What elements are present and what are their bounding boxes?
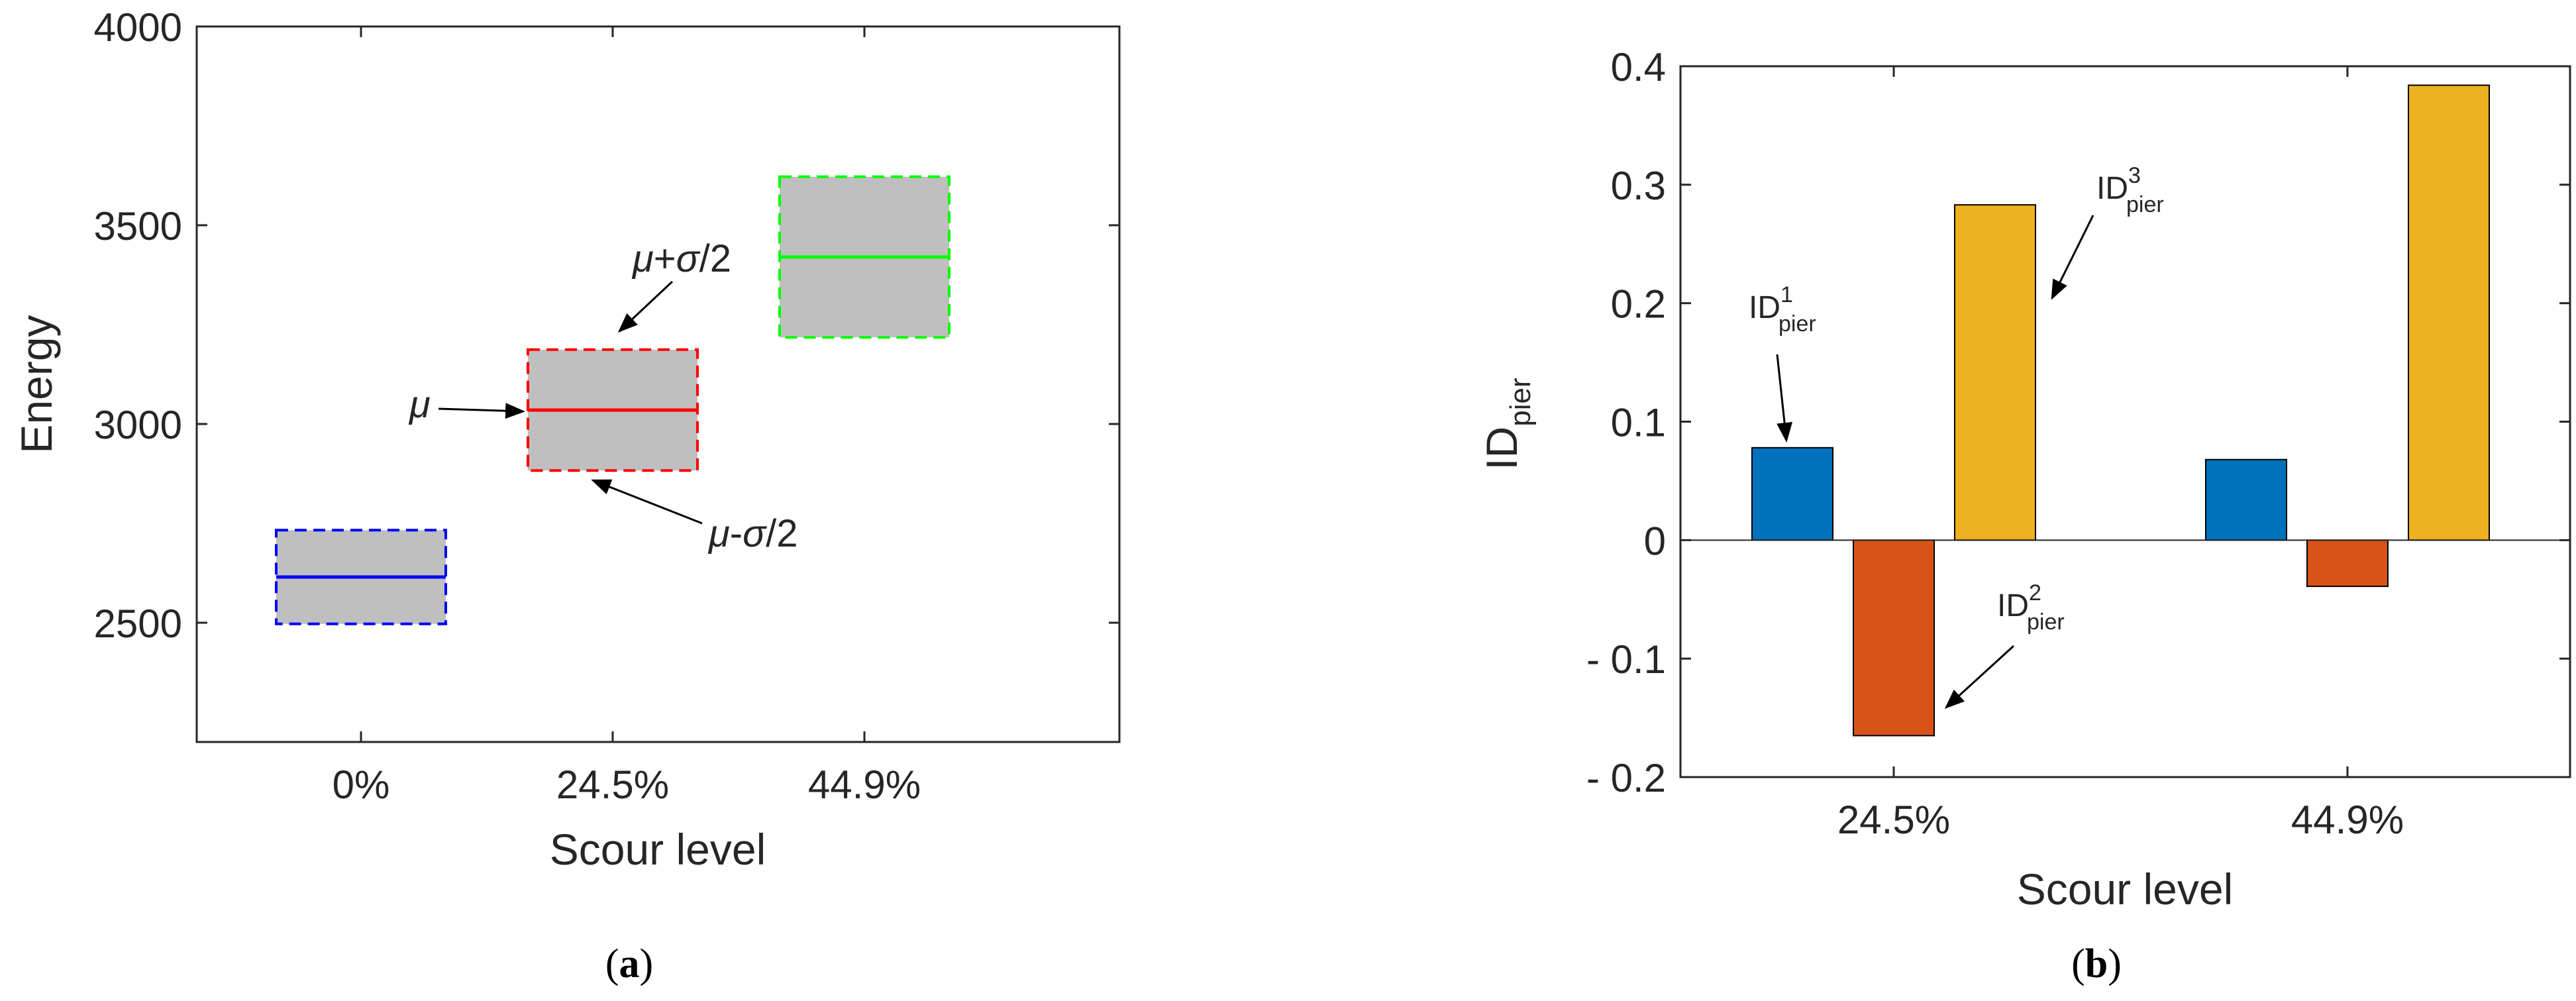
annotation-series-2-sup: 2	[2029, 580, 2041, 606]
annotation-series-2-arrow	[1944, 645, 2015, 710]
annotation-mean: μ	[408, 383, 525, 426]
annotation-series-3-arrow	[2051, 215, 2094, 300]
chart-a-xtick-label: 0%	[333, 763, 390, 807]
chart-a-y-axis: 2500 3000 3500 4000	[94, 5, 1119, 646]
annotation-series-3-sub: pier	[2126, 192, 2164, 217]
annotation-series-1-main: ID	[1749, 290, 1780, 325]
annotation-series-1-sup: 1	[1780, 282, 1793, 307]
bar-series-2-2	[2306, 539, 2389, 588]
chart-b-x-axis: 24.5% 44.9%	[1837, 66, 2404, 842]
annotation-upper-op: +	[654, 237, 676, 280]
chart-b-y-axis-label-main: ID	[1477, 427, 1526, 470]
chart-b-ytick-label: 0	[1644, 519, 1666, 563]
annotation-lower: μ-σ/2	[591, 479, 798, 555]
chart-a-boxes	[275, 175, 951, 625]
annotation-series-2: ID2 pier	[1944, 580, 2065, 710]
chart-b-ytick-label: - 0.2	[1586, 756, 1666, 800]
bar-series-3-2	[2408, 84, 2490, 541]
chart-a-y-axis-label: Energy	[12, 315, 61, 453]
bar-series-1-1	[1751, 447, 1833, 541]
chart-b-ytick-label: - 0.1	[1586, 637, 1666, 682]
annotation-series-3-main: ID	[2096, 171, 2128, 206]
annotation-lower-div: /2	[766, 512, 798, 555]
annotation-upper-sigma: σ	[676, 237, 701, 280]
annotation-mean-mu: μ	[408, 383, 431, 426]
bar-series-3-1	[1954, 204, 2036, 541]
svg-text:μ-σ/2: μ-σ/2	[707, 512, 798, 555]
chart-a-x-axis: 0% 24.5% 44.9%	[333, 26, 921, 807]
annotation-upper: μ+σ/2	[617, 237, 731, 333]
chart-b-ytick-label: 0.4	[1611, 45, 1666, 89]
annotation-series-2-main: ID	[1997, 588, 2029, 623]
chart-a-ytick-label: 2500	[94, 602, 182, 646]
chart-b-y-axis-label-sub: pier	[1504, 378, 1537, 426]
chart-b-y-axis-label: IDpier	[1477, 378, 1537, 470]
svg-text:μ+σ/2: μ+σ/2	[631, 237, 731, 280]
chart-a-xtick-label: 44.9%	[808, 763, 921, 807]
annotation-upper-div: /2	[699, 237, 731, 280]
panel-a-letter: a	[619, 941, 640, 986]
panel-a-label: (a)	[605, 941, 653, 986]
annotation-series-1-arrow	[1776, 354, 1793, 443]
chart-a: 2500 3000 3500 4000 0% 24.5% 44.9% Scour leve…	[12, 5, 1121, 986]
chart-b-xtick-label: 24.5%	[1837, 798, 1950, 842]
bar-series-2-1	[1853, 539, 1935, 737]
annotation-series-1: ID1 pier	[1749, 282, 1816, 443]
chart-b-y-axis: - 0.2 - 0.1 0 0.1 0.2 0.3 0.4	[1586, 45, 2570, 800]
annotation-lower-mu: μ	[707, 512, 730, 555]
chart-b-ytick-label: 0.2	[1611, 282, 1666, 327]
annotation-lower-arrow	[591, 479, 703, 525]
chart-b-ytick-label: 0.1	[1611, 401, 1666, 445]
chart-a-x-axis-label: Scour level	[550, 825, 766, 874]
chart-a-ytick-label: 3000	[94, 403, 182, 447]
annotation-series-3-sup: 3	[2128, 163, 2141, 188]
annotation-lower-sigma: σ	[743, 512, 767, 555]
chart-b-xtick-label: 44.9%	[2291, 798, 2404, 842]
chart-b-x-axis-label: Scour level	[2017, 865, 2234, 914]
chart-b-bars	[1751, 84, 2490, 737]
annotation-upper-arrow	[617, 280, 674, 333]
bar-series-1-2	[2205, 458, 2287, 541]
chart-a-ytick-label: 3500	[94, 204, 182, 248]
annotation-mean-arrow	[438, 403, 525, 419]
chart-a-ytick-label: 4000	[94, 5, 182, 50]
annotation-series-3: ID3 pier	[2051, 163, 2164, 300]
chart-b: - 0.2 - 0.1 0 0.1 0.2 0.3 0.4 24.5% 44.9% Scour…	[1477, 45, 2571, 986]
chart-a-xtick-label: 24.5%	[556, 763, 669, 807]
panel-b-letter: b	[2085, 941, 2108, 986]
annotation-upper-mu: μ	[631, 237, 654, 280]
panel-b-label: (b)	[2071, 941, 2122, 986]
annotation-lower-op: -	[730, 512, 743, 555]
chart-b-ytick-label: 0.3	[1611, 164, 1666, 208]
annotation-series-2-sub: pier	[2027, 609, 2065, 635]
annotation-series-1-sub: pier	[1778, 311, 1816, 337]
